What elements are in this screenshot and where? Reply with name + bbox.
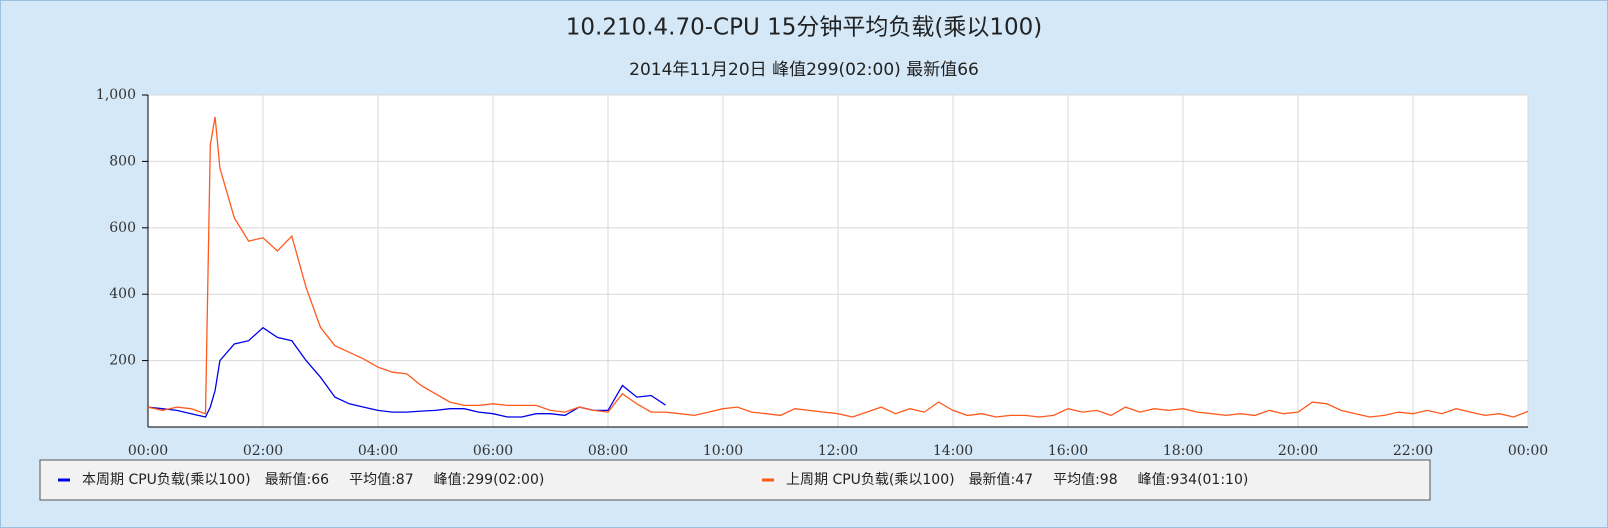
x-tick-label: 18:00 xyxy=(1163,443,1203,459)
x-tick-label: 08:00 xyxy=(588,443,628,459)
chart-subtitle: 2014年11月20日 峰值299(02:00) 最新值66 xyxy=(629,60,979,80)
legend-stat: 峰值:299(02:00) xyxy=(434,472,545,488)
y-tick-label: 800 xyxy=(109,153,136,169)
y-tick-label: 600 xyxy=(109,220,136,236)
y-tick-label: 1,000 xyxy=(96,87,136,103)
x-tick-label: 00:00 xyxy=(1508,443,1548,459)
series-line xyxy=(147,326,666,418)
x-tick-label: 06:00 xyxy=(473,443,513,459)
x-tick-label: 02:00 xyxy=(243,443,283,459)
x-tick-label: 00:00 xyxy=(128,443,168,459)
legend-stat: 最新值:47 xyxy=(969,472,1034,488)
x-tick-label: 04:00 xyxy=(358,443,398,459)
x-tick-label: 20:00 xyxy=(1278,443,1318,459)
legend-stat: 平均值:87 xyxy=(349,472,414,488)
y-tick-label: 400 xyxy=(109,286,136,302)
x-tick-label: 16:00 xyxy=(1048,443,1088,459)
legend-stat: 平均值:98 xyxy=(1053,472,1118,488)
x-tick-label: 10:00 xyxy=(703,443,743,459)
x-tick-label: 22:00 xyxy=(1393,443,1433,459)
legend-label: 本周期 CPU负载(乘以100) xyxy=(82,472,251,488)
legend-box xyxy=(39,459,1431,501)
legend-label: 上周期 CPU负载(乘以100) xyxy=(786,472,955,488)
legend-stat: 峰值:934(01:10) xyxy=(1138,472,1249,488)
y-tick-label: 200 xyxy=(109,353,136,369)
legend-stat: 最新值:66 xyxy=(265,472,330,488)
series-line xyxy=(147,116,1529,418)
x-tick-label: 12:00 xyxy=(818,443,858,459)
x-tick-label: 14:00 xyxy=(933,443,973,459)
chart-title: 10.210.4.70-CPU 15分钟平均负载(乘以100) xyxy=(566,15,1043,41)
